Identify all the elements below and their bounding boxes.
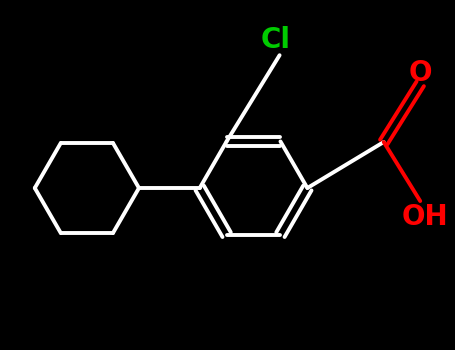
- Text: OH: OH: [401, 203, 448, 231]
- Text: Cl: Cl: [260, 26, 290, 54]
- Text: O: O: [409, 58, 432, 86]
